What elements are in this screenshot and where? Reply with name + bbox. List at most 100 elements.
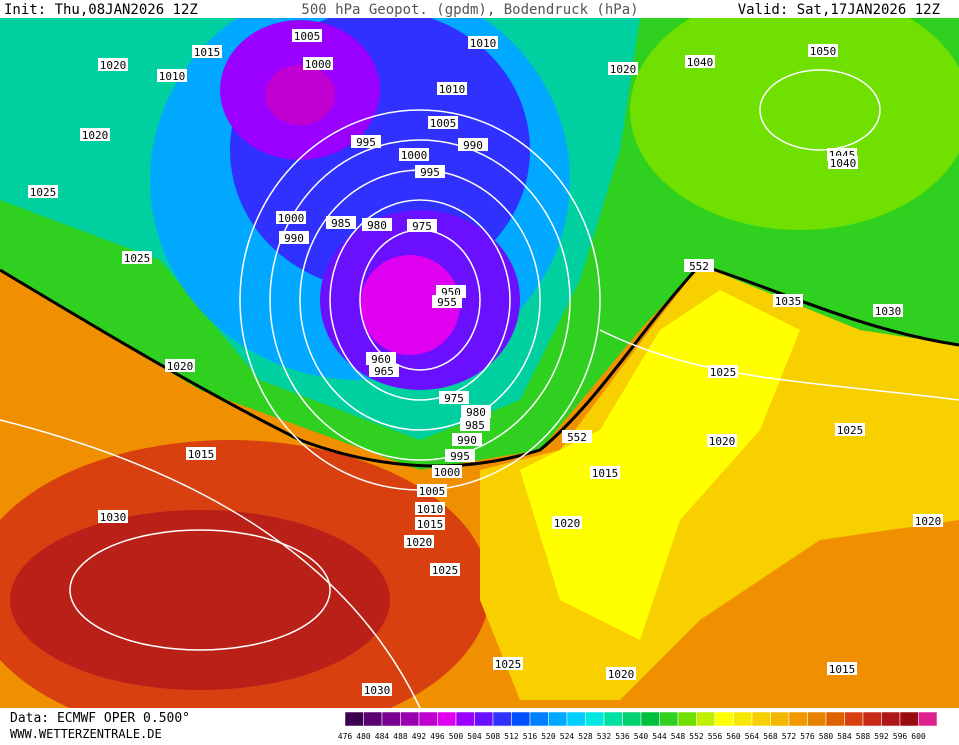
isobar-label: 955 — [437, 296, 457, 309]
colorbar-label: 552 — [689, 732, 704, 741]
label-box — [439, 391, 469, 404]
colorbar-label: 528 — [578, 732, 593, 741]
colorbar-label: 500 — [449, 732, 464, 741]
label-box — [606, 667, 636, 680]
colorbar-label: 588 — [856, 732, 871, 741]
isobar-label: 995 — [450, 450, 470, 463]
isobar-label: 1020 — [406, 536, 433, 549]
label-box — [608, 62, 638, 75]
label-box — [98, 510, 128, 523]
label-box — [28, 185, 58, 198]
color-swatch — [492, 711, 512, 727]
colorbar-label: 548 — [671, 732, 686, 741]
label-box — [366, 352, 396, 365]
isobar-label: 1025 — [30, 186, 57, 199]
isobar-label: 1015 — [417, 518, 444, 531]
header-bar — [0, 0, 959, 18]
color-swatch — [418, 711, 438, 727]
label-box — [165, 359, 195, 372]
colorbar-label: 524 — [560, 732, 575, 741]
isobar-label: 1010 — [417, 503, 444, 516]
isobar-label: 995 — [356, 136, 376, 149]
isobar-label: 1030 — [100, 511, 127, 524]
color-swatch — [603, 711, 623, 727]
isobar-label: 1040 — [687, 56, 714, 69]
label-box — [828, 156, 858, 169]
init-time: Init: Thu,08JAN2026 12Z — [4, 2, 198, 18]
color-swatch — [474, 711, 494, 727]
label-box — [303, 57, 333, 70]
isobar-label: 975 — [412, 220, 432, 233]
label-box — [562, 430, 592, 443]
color-swatch — [918, 711, 938, 727]
colorbar-label: 540 — [634, 732, 649, 741]
color-swatch — [400, 711, 420, 727]
label-box — [685, 55, 715, 68]
color-swatch — [381, 711, 401, 727]
color-swatch — [788, 711, 808, 727]
colorbar-label: 496 — [430, 732, 445, 741]
label-box — [808, 44, 838, 57]
isobar-label: 1035 — [775, 295, 802, 308]
label-box — [415, 165, 445, 178]
isobar-label: 552 — [567, 431, 587, 444]
isobar-label: 1005 — [430, 117, 457, 130]
label-box — [707, 434, 737, 447]
label-box — [186, 447, 216, 460]
isobar-label: 1005 — [294, 30, 321, 43]
colorbar-label: 564 — [745, 732, 760, 741]
label-box — [773, 294, 803, 307]
label-box — [445, 449, 475, 462]
label-box — [708, 365, 738, 378]
label-box — [404, 535, 434, 548]
label-box — [452, 433, 482, 446]
colorbar-label: 556 — [708, 732, 723, 741]
isobar-label: 1005 — [419, 485, 446, 498]
label-box — [428, 116, 458, 129]
colorbar-label: 536 — [615, 732, 630, 741]
isobar-label: 1015 — [592, 467, 619, 480]
isobar-label: 1010 — [159, 70, 186, 83]
isobar-label: 990 — [284, 232, 304, 245]
color-swatch — [529, 711, 549, 727]
isobar-label: 1030 — [364, 684, 391, 697]
isobar-label: 1000 — [278, 212, 305, 225]
label-box — [913, 514, 943, 527]
colorbar-label: 584 — [837, 732, 852, 741]
label-box — [436, 285, 466, 298]
color-swatch — [881, 711, 901, 727]
colorbar-label: 596 — [893, 732, 908, 741]
isobar-label: 1015 — [829, 663, 856, 676]
isobar-label: 1020 — [608, 668, 635, 681]
label-box — [362, 683, 392, 696]
colorbar-label: 592 — [874, 732, 889, 741]
label-box — [351, 135, 381, 148]
label-box — [80, 128, 110, 141]
color-swatch — [437, 711, 457, 727]
color-swatch — [899, 711, 919, 727]
isobar-label: 980 — [367, 219, 387, 232]
colorbar-label: 508 — [486, 732, 501, 741]
color-swatch — [622, 711, 642, 727]
label-box — [157, 69, 187, 82]
label-box — [684, 259, 714, 272]
label-box — [458, 138, 488, 151]
isobar-label: 552 — [689, 260, 709, 273]
isobar-label: 975 — [444, 392, 464, 405]
color-swatch — [511, 711, 531, 727]
color-swatch — [844, 711, 864, 727]
isobar-label: 965 — [374, 365, 394, 378]
colorbar-label: 568 — [763, 732, 778, 741]
isobar-label: 995 — [420, 166, 440, 179]
label-box — [430, 563, 460, 576]
isobar-label: 980 — [466, 406, 486, 419]
colorbar-label: 520 — [541, 732, 556, 741]
isobar-label: 1020 — [709, 435, 736, 448]
colorbar-label: 532 — [597, 732, 612, 741]
color-swatch — [455, 711, 475, 727]
label-box — [415, 502, 445, 515]
label-box — [461, 405, 491, 418]
label-box — [460, 418, 490, 431]
